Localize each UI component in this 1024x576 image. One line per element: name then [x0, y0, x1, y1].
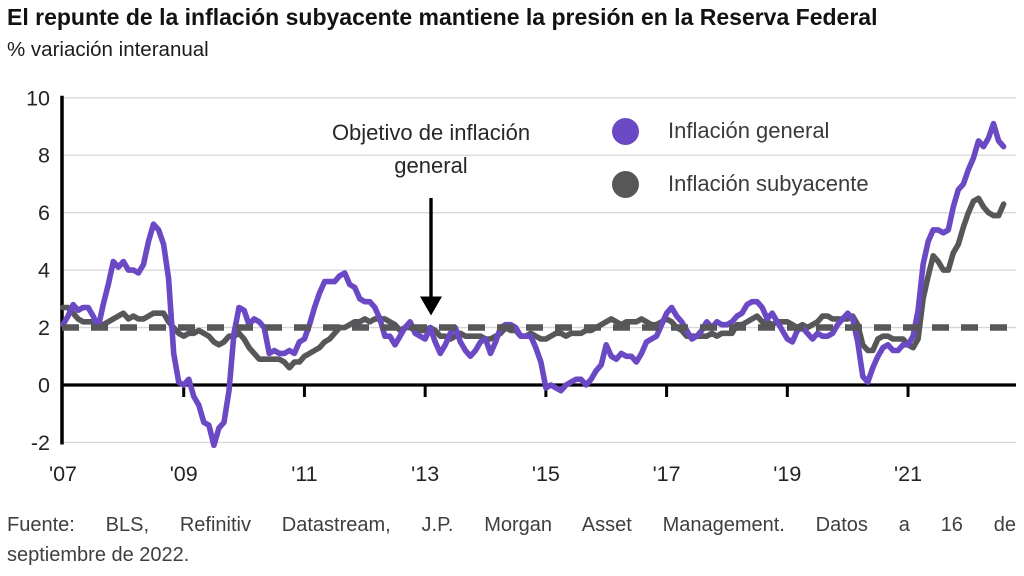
legend-item-headline-inflation: Inflación general [612, 116, 869, 146]
y-tick-label: 2 [38, 316, 50, 340]
legend-label-headline: Inflación general [668, 118, 830, 143]
x-tick-label: '19 [773, 462, 801, 486]
x-tick-label: '09 [170, 462, 198, 486]
x-tick-label: '07 [49, 462, 77, 486]
target-annotation-label: Objetivo de inflación general [331, 120, 531, 178]
chart-title: El repunte de la inflación subyacente ma… [7, 4, 878, 30]
x-tick-label: '21 [894, 462, 922, 486]
source-note-line1: Fuente: BLS, Refinitiv Datastream, J.P. … [7, 514, 1016, 536]
y-tick-label: 0 [38, 374, 50, 398]
y-tick-label: 6 [38, 201, 50, 225]
headline-series-dot-icon [612, 117, 639, 145]
legend: Inflación general Inflación subyacente [612, 116, 869, 222]
x-tick-label: '17 [653, 462, 681, 486]
headline-inflation-line [60, 120, 1007, 449]
source-note-line2: septiembre de 2022. [7, 544, 190, 566]
x-tick-label: '11 [291, 462, 317, 486]
x-tick-label: '15 [532, 462, 560, 486]
y-tick-label: -2 [31, 431, 50, 455]
y-tick-label: 8 [38, 144, 50, 168]
chart-subtitle: % variación interanual [7, 38, 209, 61]
y-tick-label: 10 [26, 86, 50, 110]
legend-item-core-inflation: Inflación subyacente [612, 169, 869, 199]
y-tick-label: 4 [38, 259, 50, 283]
source-note: Fuente: BLS, Refinitiv Datastream, J.P. … [7, 510, 1016, 570]
annotation-arrow-head-icon [420, 296, 442, 316]
legend-label-core: Inflación subyacente [668, 171, 869, 196]
x-tick-label: '13 [411, 462, 439, 486]
core-series-dot-icon [612, 170, 639, 198]
core-inflation-line [60, 195, 1007, 371]
